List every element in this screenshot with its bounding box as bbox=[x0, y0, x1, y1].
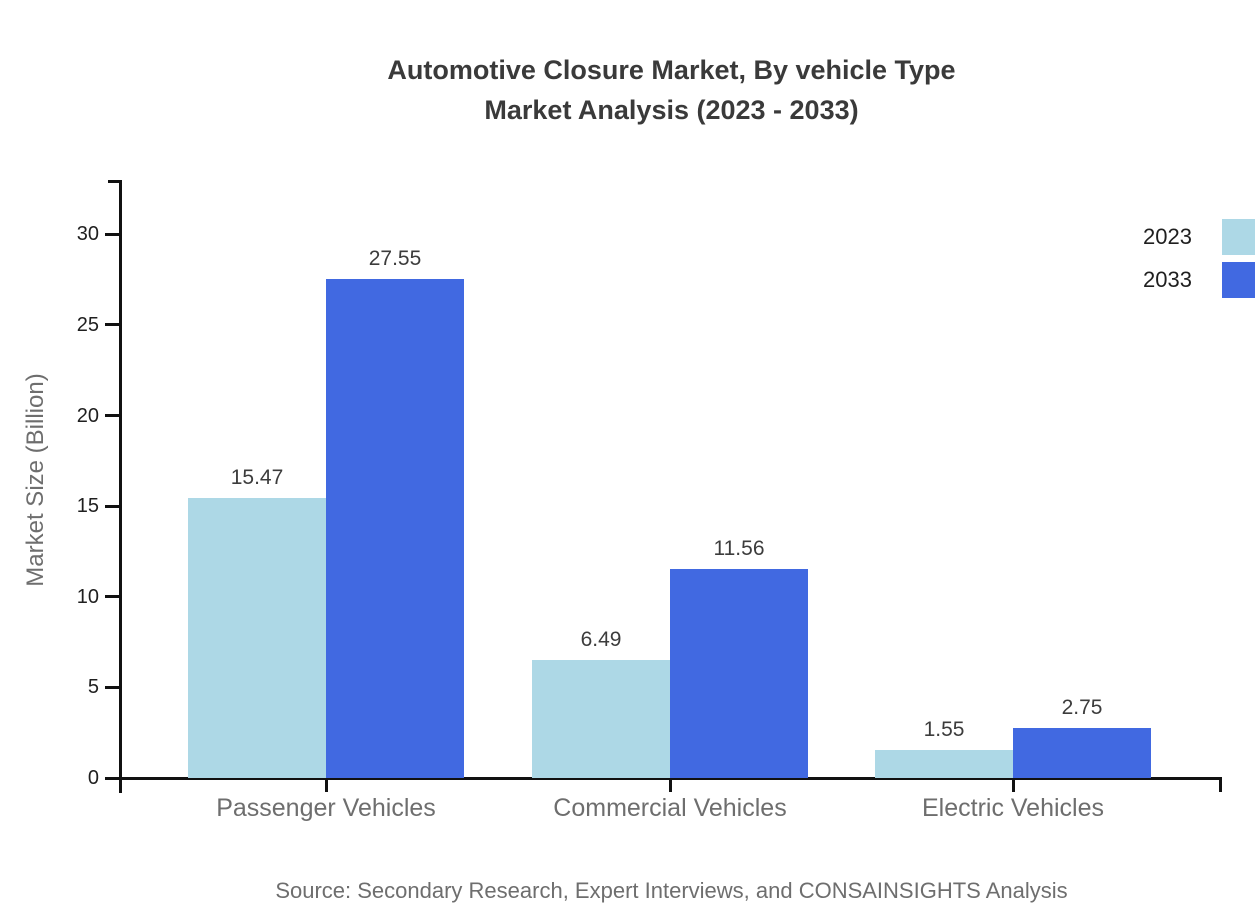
legend: 2023 2033 bbox=[1092, 219, 1255, 298]
bar-value-label: 1.55 bbox=[923, 718, 965, 741]
legend-label: 2023 bbox=[1143, 224, 1192, 249]
bar-2023 bbox=[532, 660, 670, 778]
y-axis-title: Market Size (Billion) bbox=[22, 373, 49, 587]
category-label: Commercial Vehicles bbox=[553, 794, 787, 822]
chart-title-line1: Automotive Closure Market, By vehicle Ty… bbox=[387, 55, 956, 85]
legend-item-2023: 2023 bbox=[1092, 219, 1255, 255]
bar-value-label: 2.75 bbox=[1061, 696, 1103, 719]
x-axis-end-cap bbox=[1219, 777, 1222, 792]
bar-2023 bbox=[188, 498, 326, 778]
bar-value-label: 15.47 bbox=[230, 466, 284, 489]
source-caption: Source: Secondary Research, Expert Inter… bbox=[275, 878, 1068, 903]
y-axis-tick bbox=[105, 685, 119, 689]
x-axis-tick bbox=[1011, 780, 1015, 792]
x-axis-line bbox=[105, 777, 1222, 780]
y-axis-tick bbox=[105, 776, 119, 780]
y-axis-top-cap bbox=[108, 180, 121, 183]
legend-item-2033: 2033 bbox=[1092, 262, 1255, 298]
legend-swatch-2033 bbox=[1222, 262, 1255, 298]
legend-swatch-2023 bbox=[1222, 219, 1255, 255]
bar-2033 bbox=[1013, 728, 1151, 778]
y-axis-line bbox=[119, 180, 122, 793]
y-axis-tick bbox=[105, 323, 119, 327]
y-axis-tick bbox=[105, 595, 119, 599]
bar-value-label: 6.49 bbox=[580, 628, 622, 651]
x-axis-tick bbox=[324, 780, 328, 792]
y-axis-tick-label: 30 bbox=[76, 223, 99, 246]
bar-value-label: 11.56 bbox=[713, 537, 765, 560]
plot-area: 15.47 27.55 6.49 11.56 1.55 2.75 bbox=[121, 180, 1222, 778]
category-label: Passenger Vehicles bbox=[216, 794, 436, 822]
y-axis-tick-label: 25 bbox=[76, 313, 99, 336]
legend-label: 2033 bbox=[1143, 267, 1192, 292]
chart-title-line2: Market Analysis (2023 - 2033) bbox=[484, 95, 859, 125]
y-axis-tick bbox=[105, 504, 119, 508]
y-axis-tick-label: 5 bbox=[87, 676, 99, 699]
bar-2023 bbox=[875, 750, 1013, 778]
bar-2033 bbox=[326, 279, 464, 778]
bar-value-label: 27.55 bbox=[368, 247, 422, 270]
category-label: Electric Vehicles bbox=[921, 794, 1105, 822]
chart-title: Automotive Closure Market, By vehicle Ty… bbox=[121, 50, 1222, 130]
y-axis-tick bbox=[105, 414, 119, 418]
y-axis-tick-label: 20 bbox=[76, 404, 99, 427]
y-axis-tick-label: 0 bbox=[87, 767, 99, 789]
y-axis-tick bbox=[105, 232, 119, 236]
x-axis-tick bbox=[668, 780, 672, 792]
y-axis-tick-label: 10 bbox=[76, 585, 99, 608]
bar-2033 bbox=[670, 569, 808, 778]
y-axis-tick-label: 15 bbox=[76, 495, 99, 518]
